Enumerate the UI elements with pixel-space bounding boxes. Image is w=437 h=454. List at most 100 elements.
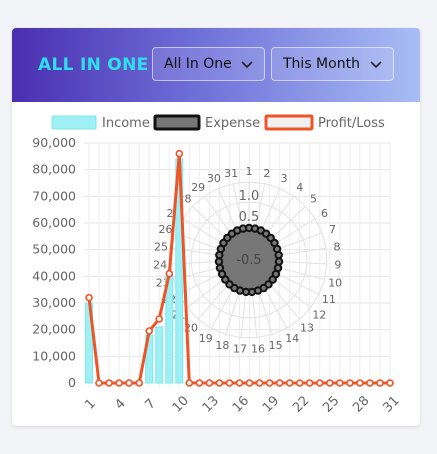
profit-loss-point [85, 293, 93, 302]
expense-radar-point [215, 263, 225, 273]
period-select-value: This Month [283, 56, 360, 72]
radar-point-label: 24 [153, 259, 167, 272]
radar-point-label: 26 [159, 223, 173, 236]
x-tick-label: 28 [350, 393, 372, 415]
profit-loss-point [255, 379, 264, 387]
profit-loss-point [285, 379, 294, 387]
radar-point-label: 3 [281, 172, 288, 185]
radar-point-label: 8 [334, 241, 341, 254]
legend-label: Income [102, 116, 150, 131]
all-in-one-card: ALL IN ONE All In One This Month Income E… [12, 28, 420, 426]
x-tick-label: 7 [142, 396, 158, 412]
profit-loss-point [105, 379, 113, 387]
x-tick-label: 22 [290, 393, 312, 415]
legend-label: Profit/Loss [318, 116, 385, 131]
radar-point-label: 9 [334, 259, 341, 272]
profit-loss-point [265, 379, 274, 387]
x-tick-label: 10 [170, 393, 192, 415]
radar-point-label: 6 [321, 207, 328, 220]
chart-area: Income Expense Profit/Loss 0 10,000 20,000 30,… [12, 102, 420, 426]
radar-point-label: 15 [269, 339, 283, 352]
profit-loss-point [205, 379, 214, 387]
radar-point-label: 18 [215, 339, 229, 352]
profit-loss-point [386, 379, 394, 387]
radar-point-label: 14 [285, 332, 299, 345]
profit-loss-point [346, 379, 354, 387]
profit-loss-point [356, 379, 364, 387]
radar-point-label: 19 [199, 332, 213, 345]
profit-loss-point [175, 149, 184, 158]
y-tick-label: 90,000 [32, 135, 76, 150]
profit-loss-point [125, 379, 133, 387]
income-bar [165, 275, 174, 384]
radar-tick-label: 0.5 [239, 210, 260, 225]
profit-loss-point [315, 379, 324, 387]
type-select-value: All In One [164, 56, 232, 72]
radar-point-label: 16 [251, 343, 265, 356]
radar-point-label: 13 [300, 322, 314, 335]
income-bar [155, 326, 164, 384]
radar-point-label: 2 [263, 167, 270, 180]
legend-swatch [51, 115, 97, 130]
profit-loss-point [366, 379, 374, 387]
y-tick-label: 30,000 [32, 295, 76, 310]
expense-radar-point [238, 224, 248, 233]
expense-radar-point [214, 257, 224, 266]
profit-loss-point [115, 379, 123, 387]
profit-loss-point [325, 379, 334, 387]
y-tick-label: 20,000 [32, 322, 76, 337]
profit-loss-point [335, 379, 344, 387]
profit-loss-point [215, 379, 224, 387]
profit-loss-point [195, 379, 204, 387]
radar-point-label: 31 [224, 167, 238, 180]
profit-loss-point [185, 379, 194, 387]
radar-point-label: 30 [207, 172, 221, 185]
radar-tick-label: 1.0 [239, 189, 260, 204]
profit-loss-point [295, 379, 304, 387]
radar-point-label: 4 [296, 181, 303, 194]
radar-point-label: 1 [246, 165, 253, 178]
radar-point-label: 5 [310, 193, 317, 206]
card-title: ALL IN ONE [38, 55, 149, 75]
type-select[interactable]: All In One [152, 47, 265, 81]
x-tick-label: 16 [230, 393, 252, 415]
all-in-one-chart: Income Expense Profit/Loss 0 10,000 20,000 30,… [32, 114, 403, 416]
y-tick-label: 40,000 [32, 268, 76, 283]
radar-point-label: 10 [328, 276, 342, 289]
profit-loss-point [305, 379, 314, 387]
radar-point-label: 12 [312, 309, 326, 322]
y-tick-label: 50,000 [32, 242, 76, 257]
y-tick-label: 70,000 [32, 188, 76, 203]
profit-loss-point [235, 379, 244, 387]
y-tick-label: 10,000 [32, 348, 76, 363]
radar-point-label: 11 [322, 293, 336, 306]
period-select[interactable]: This Month [271, 47, 394, 81]
legend-swatch [153, 114, 201, 131]
legend-swatch [264, 114, 314, 131]
profit-loss-point [376, 379, 384, 387]
radar-point-label: 17 [233, 343, 247, 356]
chevron-down-icon [241, 61, 253, 69]
profit-loss-point [155, 315, 163, 323]
x-tick-label: 25 [320, 393, 342, 415]
profit-loss-point [135, 379, 143, 387]
chevron-down-icon [370, 61, 382, 69]
radar-point-label: 25 [154, 241, 168, 254]
profit-loss-point [145, 327, 153, 335]
radar-ring [190, 201, 308, 319]
profit-loss-point [95, 379, 103, 387]
profit-loss-point [245, 379, 254, 387]
radar-point-label: 29 [191, 181, 205, 194]
x-tick-label: 4 [112, 396, 128, 412]
x-tick-label: 13 [200, 393, 222, 415]
expense-radar-point [274, 257, 284, 266]
expense-radar-point [274, 250, 283, 260]
y-tick-label: 80,000 [32, 162, 76, 177]
profit-loss-point [225, 379, 234, 387]
radar-tick-label: -0.5 [236, 253, 261, 268]
card-header: ALL IN ONE All In One This Month [12, 28, 420, 102]
y-tick-label: 60,000 [32, 215, 76, 230]
x-tick-label: 1 [82, 396, 98, 412]
x-tick-label: 31 [380, 393, 402, 415]
y-tick-label: 0 [68, 375, 76, 390]
